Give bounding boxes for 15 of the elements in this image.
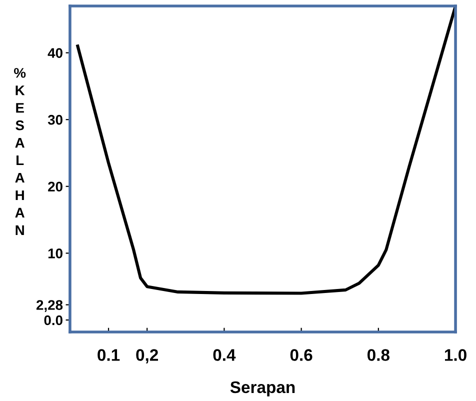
x-tick-label: 1.0 [445,349,466,361]
y-tick-label: 0.0 [44,315,62,326]
y-tick-label: 20 [48,182,62,192]
x-axis-title: Serapan [230,381,295,396]
text: %KESALAHAN [14,68,26,235]
y-tick-label: 2,28 [36,300,63,312]
y-tick-label: 30 [48,114,62,125]
x-tick-label: 0.8 [367,349,390,361]
x-tick-label: 0.4 [213,349,236,361]
x-tick-label: 0,2 [136,349,158,364]
y-tick-label: 40 [48,48,62,58]
x-tick-label: 0.1 [98,349,120,361]
line-series [76,6,456,295]
x-tick-label: 0.6 [290,349,312,361]
y-tick-label: 10 [48,248,62,258]
